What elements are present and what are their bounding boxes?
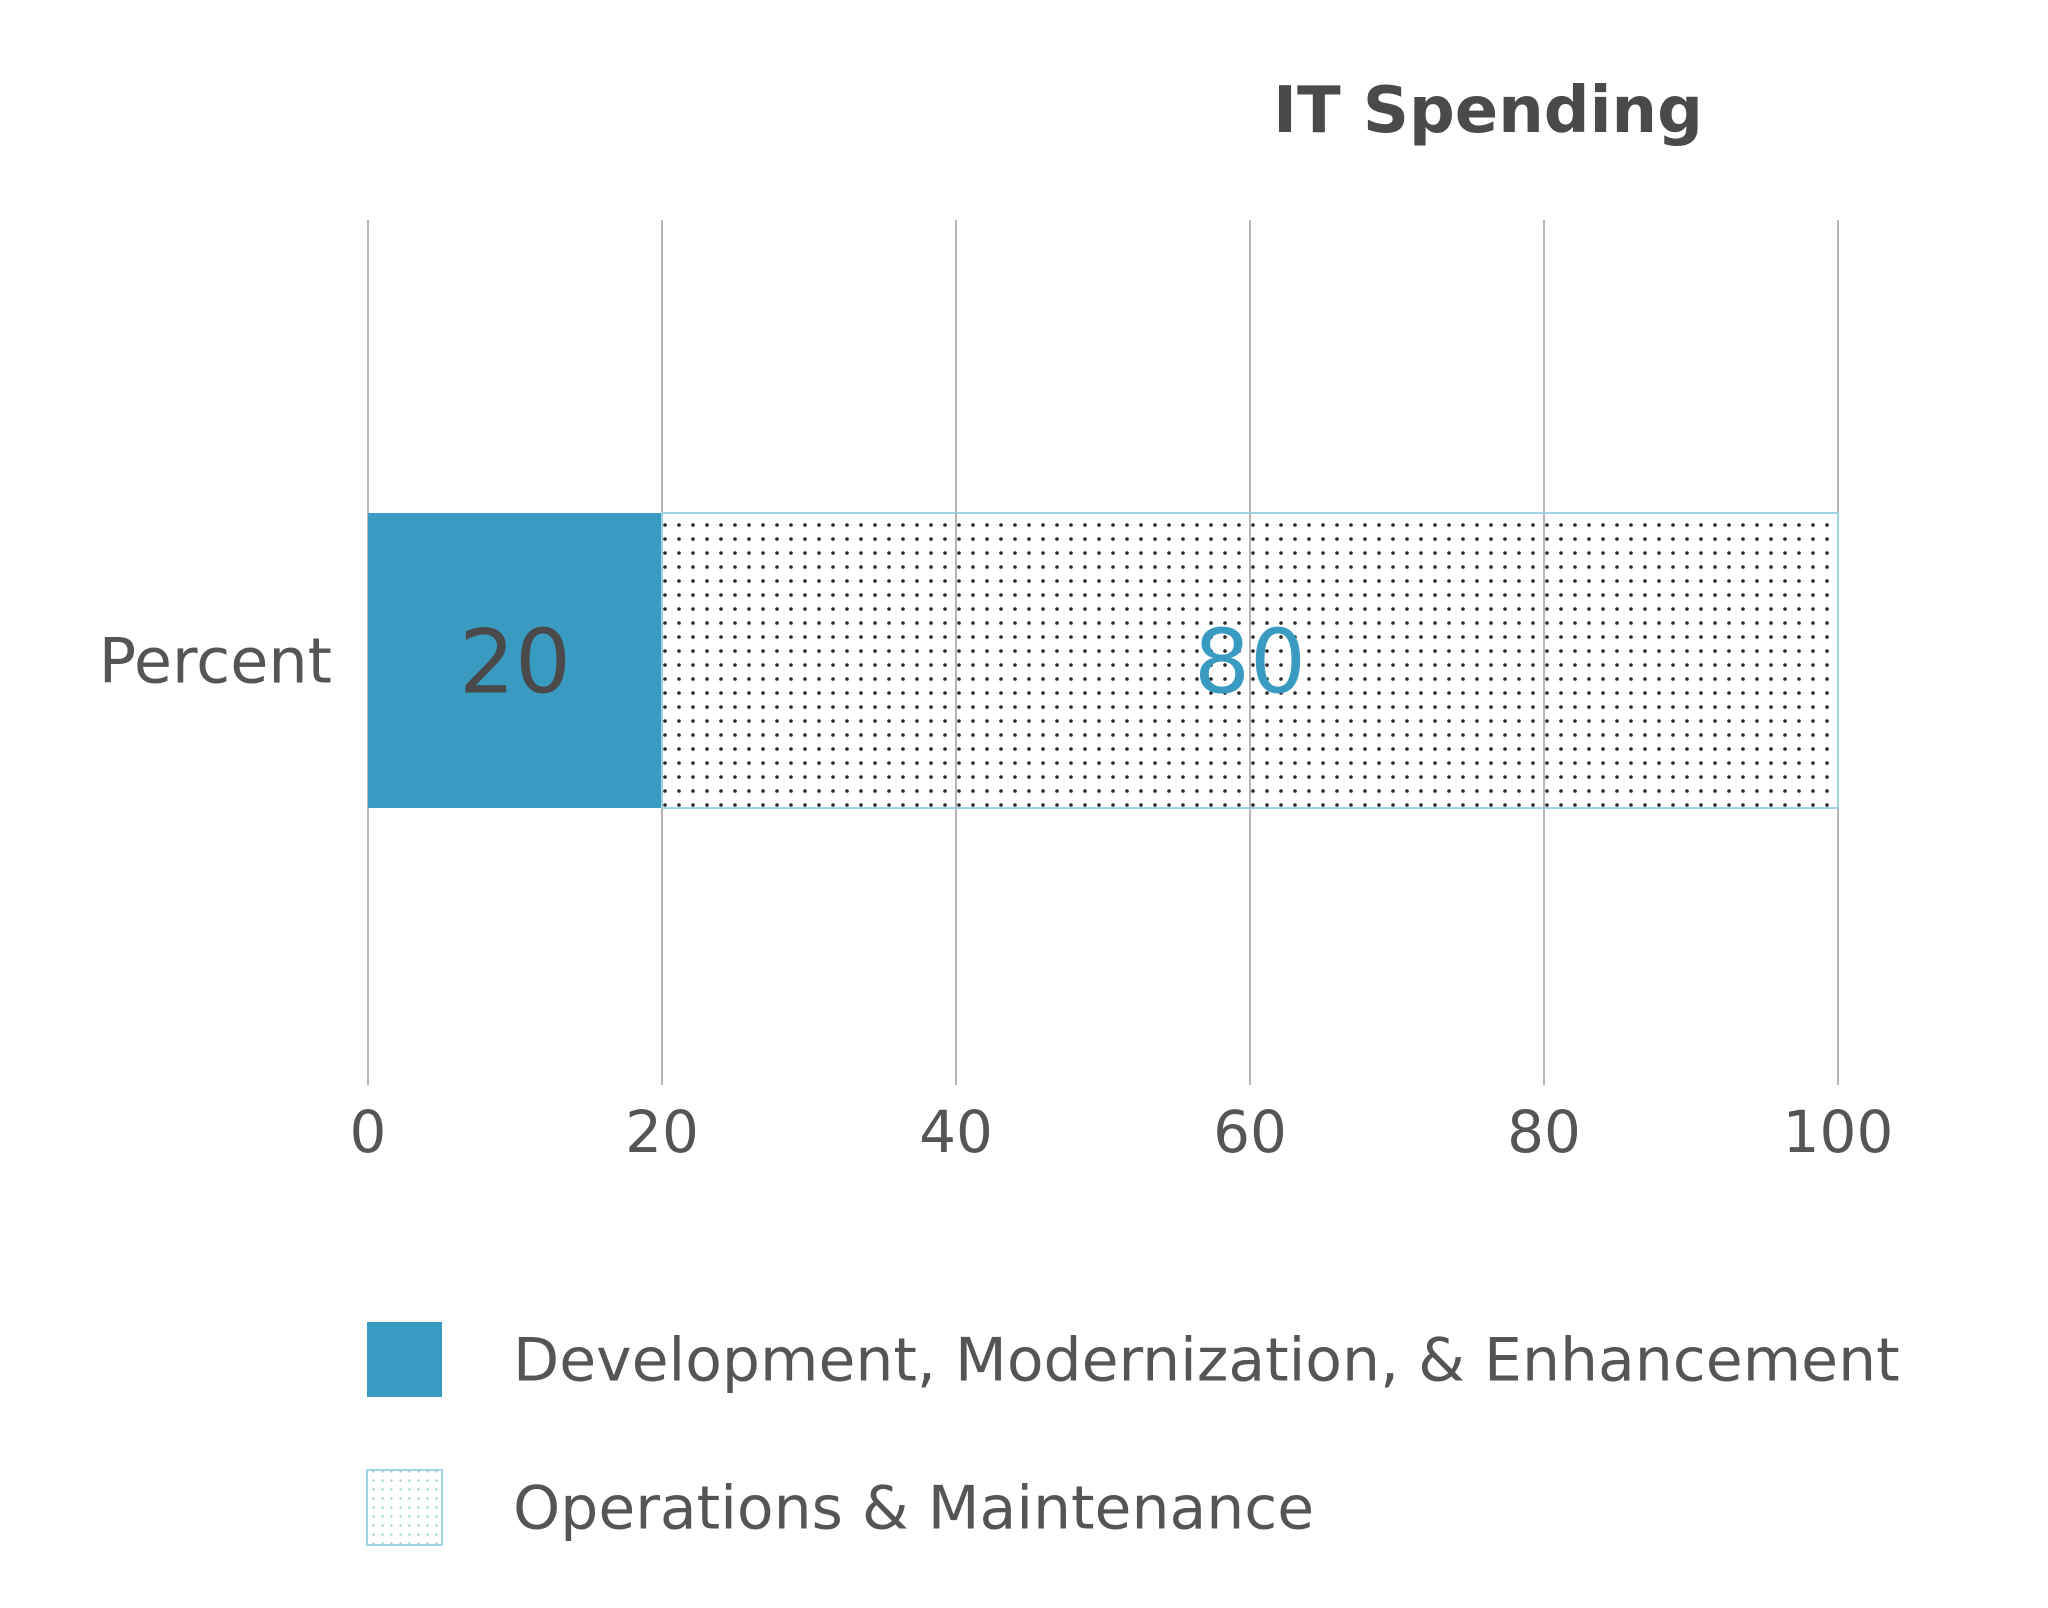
x-tick-label-60: 60	[1213, 1098, 1287, 1166]
x-tick-labels: 0 20 40 60 80 100	[350, 1098, 1894, 1166]
legend: Development, Modernization, & Enhancemen…	[366, 1322, 1900, 1546]
category-label-0: Percent	[99, 625, 332, 698]
legend-label-0: Development, Modernization, & Enhancemen…	[513, 1326, 1900, 1396]
x-tick-label-0: 0	[350, 1098, 387, 1166]
bar-labels: 20 80	[459, 611, 1306, 714]
x-tick-label-40: 40	[919, 1098, 993, 1166]
data-label-1: 80	[1194, 611, 1306, 714]
legend-swatch-1	[366, 1469, 443, 1546]
chart-title: IT Spending	[1273, 74, 1703, 148]
category-labels: Percent	[99, 625, 332, 698]
bars	[368, 512, 1839, 809]
data-label-0: 20	[459, 611, 571, 714]
legend-label-1: Operations & Maintenance	[513, 1474, 1314, 1544]
x-tick-label-20: 20	[625, 1098, 699, 1166]
x-tick-label-100: 100	[1783, 1098, 1894, 1166]
x-tick-label-80: 80	[1507, 1098, 1581, 1166]
legend-swatch-0	[367, 1322, 442, 1397]
bar-segment-0	[368, 513, 662, 808]
